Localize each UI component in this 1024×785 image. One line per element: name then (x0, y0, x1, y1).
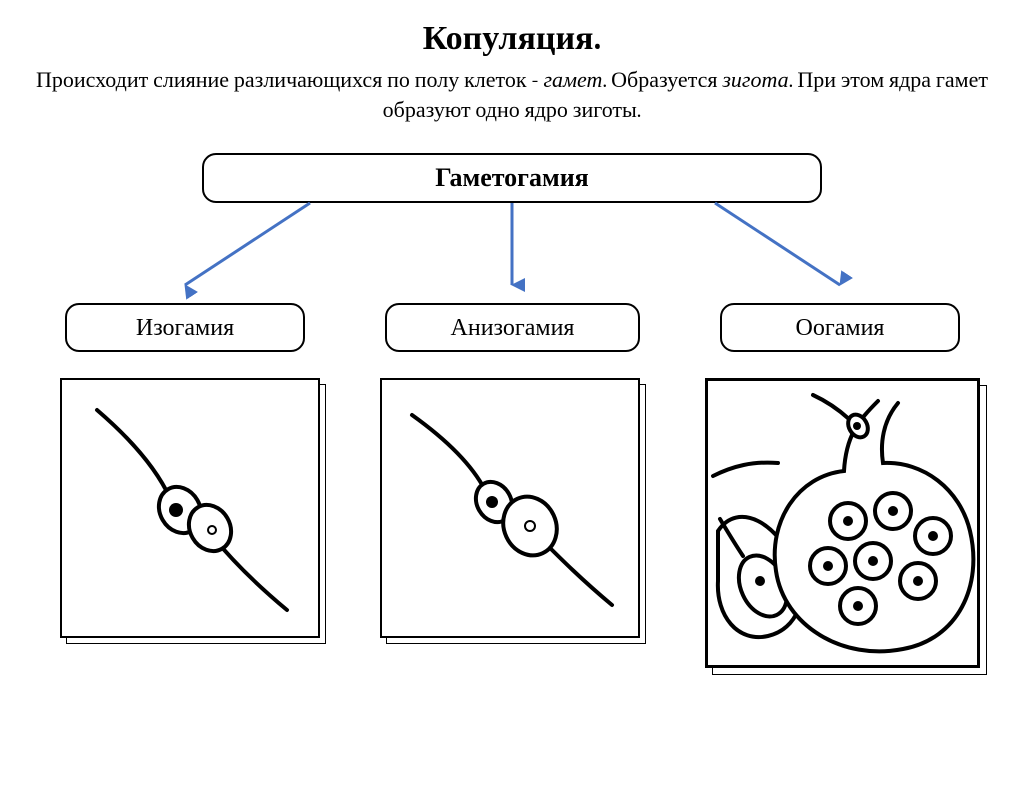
figure-isogamy (60, 378, 320, 638)
child-node-1: Анизогамия (385, 303, 640, 352)
subtitle-i2: зигота (722, 67, 788, 93)
figure-oogamy (705, 378, 980, 668)
page-title: Копуляция. (0, 18, 1024, 58)
subtitle-i1: гамет (543, 67, 602, 93)
arrow-2 (715, 203, 840, 285)
subtitle: Происходит слияние различающихся по полу… (0, 66, 1024, 125)
child-node-2: Оогамия (720, 303, 960, 352)
child-label-2: Оогамия (796, 313, 885, 341)
child-label-1: Анизогамия (451, 313, 575, 341)
arrow-0 (185, 203, 310, 285)
child-label-0: Изогамия (136, 313, 234, 341)
figure-svg-anisogamy (382, 380, 642, 640)
subtitle-p2: . Образуется (602, 67, 722, 93)
figure-svg-oogamy (708, 381, 983, 671)
figure-svg-isogamy (62, 380, 322, 640)
subtitle-p1: Происходит слияние различающихся по полу… (36, 67, 543, 93)
root-label: Гаметогамия (435, 163, 589, 193)
figure-anisogamy (380, 378, 640, 638)
child-node-0: Изогамия (65, 303, 305, 352)
root-node: Гаметогамия (202, 153, 822, 203)
